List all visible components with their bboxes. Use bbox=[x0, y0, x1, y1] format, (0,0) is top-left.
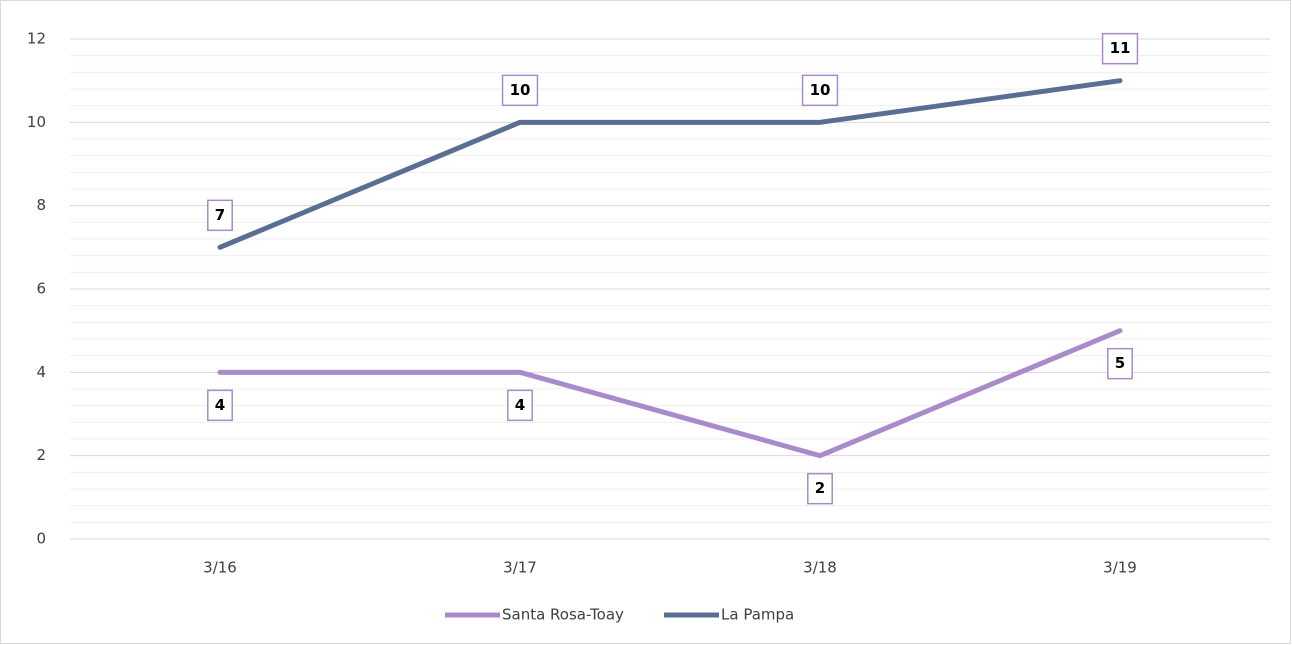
x-tick-label: 3/17 bbox=[503, 559, 537, 577]
legend-label: Santa Rosa-Toay bbox=[502, 606, 624, 624]
legend-label: La Pampa bbox=[721, 606, 794, 624]
data-label: 7 bbox=[215, 206, 225, 224]
y-tick-label: 0 bbox=[36, 530, 46, 548]
y-tick-label: 4 bbox=[36, 363, 46, 381]
x-tick-label: 3/18 bbox=[803, 559, 837, 577]
data-label: 5 bbox=[1115, 354, 1125, 372]
y-tick-label: 8 bbox=[36, 196, 46, 214]
data-label: 4 bbox=[515, 396, 525, 414]
y-tick-label: 2 bbox=[36, 446, 46, 464]
data-label: 10 bbox=[810, 81, 831, 99]
data-label-box bbox=[1101, 32, 1139, 65]
y-tick-label: 12 bbox=[27, 30, 46, 48]
data-label: 10 bbox=[510, 81, 531, 99]
data-label-box bbox=[207, 389, 233, 422]
data-label: 11 bbox=[1110, 39, 1131, 57]
x-tick-label: 3/16 bbox=[203, 559, 237, 577]
data-label-box bbox=[507, 389, 533, 422]
data-label-box bbox=[1107, 347, 1133, 380]
x-tick-label: 3/19 bbox=[1103, 559, 1137, 577]
data-label-box bbox=[801, 74, 839, 107]
data-label-box bbox=[501, 74, 539, 107]
data-label-box bbox=[807, 472, 833, 505]
series-line bbox=[217, 78, 1123, 250]
series-line bbox=[217, 328, 1123, 459]
data-label-box bbox=[207, 199, 233, 232]
y-tick-label: 6 bbox=[36, 280, 46, 298]
data-label: 2 bbox=[815, 479, 825, 497]
y-tick-label: 10 bbox=[27, 113, 46, 131]
data-label: 4 bbox=[215, 396, 225, 414]
